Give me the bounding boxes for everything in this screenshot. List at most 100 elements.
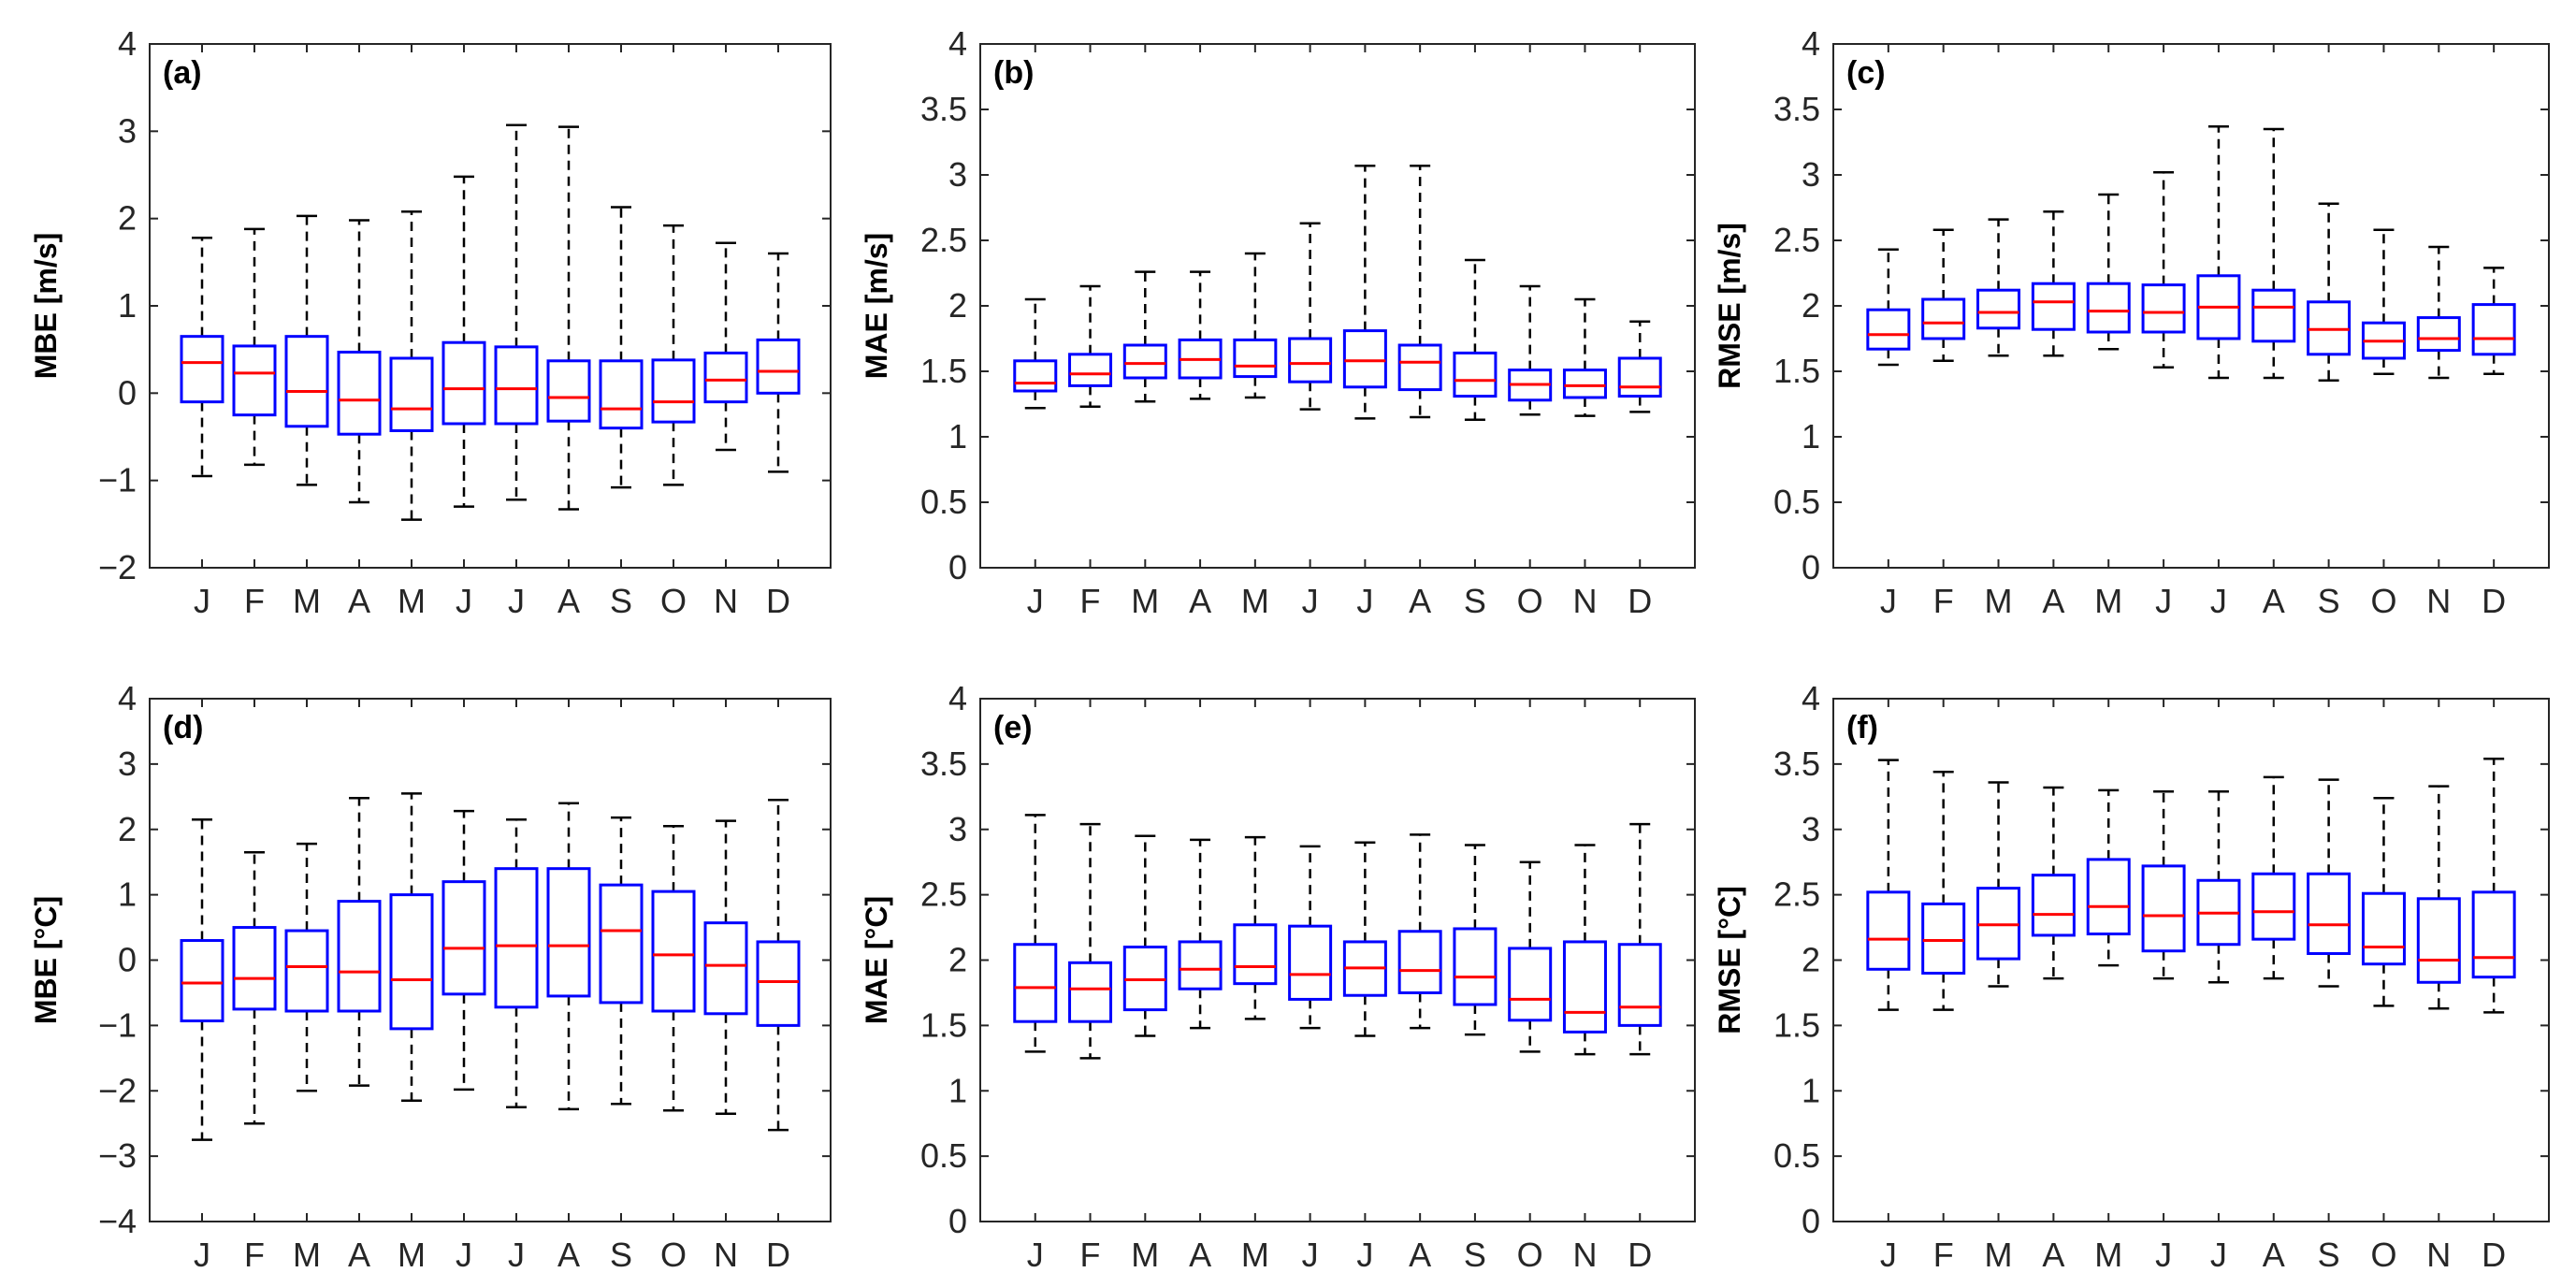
iqr-box (1562, 369, 1607, 399)
box-month-3 (2031, 210, 2076, 357)
y-tick-label: −2 (98, 1071, 137, 1109)
y-tick-label: 4 (118, 24, 137, 63)
iqr-box (1562, 940, 1607, 1034)
panel-label: (d) (163, 710, 203, 745)
box-month-6 (494, 123, 539, 501)
iqr-box (1453, 351, 1498, 398)
y-tick-label: 2 (1802, 941, 1820, 979)
panel-label: (b) (993, 55, 1034, 91)
x-tick-label: A (557, 1236, 580, 1274)
y-tick-label: 0 (118, 941, 137, 979)
x-tick-label: A (2042, 582, 2064, 620)
box-month-11 (2471, 267, 2516, 376)
box-month-7 (1397, 833, 1442, 1030)
iqr-box (1068, 353, 1113, 387)
axes-frame (149, 43, 832, 569)
x-tick-label: M (1985, 1236, 2013, 1274)
box-month-8 (1453, 258, 1498, 422)
iqr-box (1397, 930, 1442, 994)
x-tick-label: M (2094, 582, 2122, 620)
x-tick-label: A (1409, 1236, 1431, 1274)
iqr-box (1453, 927, 1498, 1006)
y-tick-label: −1 (98, 461, 137, 499)
box-month-3 (1178, 838, 1223, 1030)
box-month-11 (1617, 320, 1662, 413)
x-tick-label: N (2426, 582, 2451, 620)
x-tick-label: S (610, 582, 632, 620)
x-tick-label: F (1080, 582, 1101, 620)
x-tick-label: F (1933, 1236, 1954, 1274)
box-month-9 (651, 825, 696, 1112)
iqr-box (494, 867, 539, 1009)
box-month-10 (1562, 297, 1607, 417)
iqr-box (2031, 282, 2076, 331)
iqr-box (2471, 303, 2516, 356)
y-tick-label: 3 (948, 155, 967, 194)
box-month-6 (1342, 164, 1387, 420)
x-tick-label: J (1027, 1236, 1044, 1274)
x-tick-label: D (2482, 1236, 2506, 1274)
iqr-box (494, 345, 539, 426)
box-month-5 (1288, 845, 1333, 1030)
x-tick-label: F (244, 1236, 265, 1274)
x-tick-label: D (766, 1236, 790, 1274)
box-month-7 (1397, 164, 1442, 419)
box-month-4 (2086, 193, 2131, 351)
x-tick-label: J (456, 1236, 472, 1274)
y-axis-label: MBE [°C] (29, 896, 63, 1024)
x-tick-label: M (1985, 582, 2013, 620)
x-tick-label: J (1027, 582, 1044, 620)
iqr-box (180, 939, 224, 1022)
x-tick-label: J (194, 1236, 210, 1274)
box-month-7 (2251, 775, 2296, 980)
box-month-0 (180, 236, 224, 478)
x-tick-label: D (766, 582, 790, 620)
x-tick-label: A (2263, 1236, 2285, 1274)
box-month-7 (546, 802, 591, 1111)
iqr-box (2086, 282, 2131, 334)
box-month-3 (337, 796, 382, 1087)
box-month-9 (2361, 796, 2406, 1007)
box-month-9 (651, 224, 696, 486)
box-month-0 (1013, 297, 1058, 410)
iqr-box (2251, 288, 2296, 343)
box-month-2 (1122, 834, 1167, 1037)
iqr-box (1013, 943, 1058, 1023)
y-tick-label: 0.5 (1773, 1136, 1820, 1175)
x-tick-label: M (1131, 582, 1159, 620)
box-month-5 (2141, 789, 2186, 980)
iqr-box (2141, 283, 2186, 334)
iqr-box (441, 340, 486, 426)
y-tick-label: 2.5 (920, 221, 967, 259)
iqr-box (599, 359, 644, 430)
box-month-2 (284, 842, 329, 1092)
x-tick-label: F (244, 582, 265, 620)
iqr-box (2307, 872, 2352, 956)
y-tick-label: 3.5 (920, 90, 967, 128)
x-tick-label: A (1189, 582, 1211, 620)
box-month-4 (1233, 252, 1278, 399)
iqr-box (1921, 297, 1966, 340)
box-month-3 (1178, 270, 1223, 400)
y-tick-label: 1.5 (920, 352, 967, 390)
box-month-2 (1122, 270, 1167, 403)
y-tick-label: 4 (1802, 24, 1820, 63)
iqr-box (1921, 902, 1966, 975)
y-tick-label: 0 (1802, 1202, 1820, 1240)
axes-frame (979, 698, 1696, 1222)
iqr-box (703, 921, 748, 1016)
x-tick-label: N (1572, 1236, 1597, 1274)
box-month-1 (232, 227, 277, 467)
x-tick-label: J (1356, 1236, 1373, 1274)
panel-label: (f) (1846, 710, 1878, 745)
y-tick-label: 0 (1802, 548, 1820, 586)
axes-frame (149, 698, 832, 1222)
y-tick-label: 2.5 (920, 875, 967, 914)
y-tick-label: 0.5 (920, 483, 967, 521)
x-tick-label: A (557, 582, 580, 620)
x-tick-label: J (2155, 1236, 2172, 1274)
y-tick-label: 4 (948, 24, 967, 63)
